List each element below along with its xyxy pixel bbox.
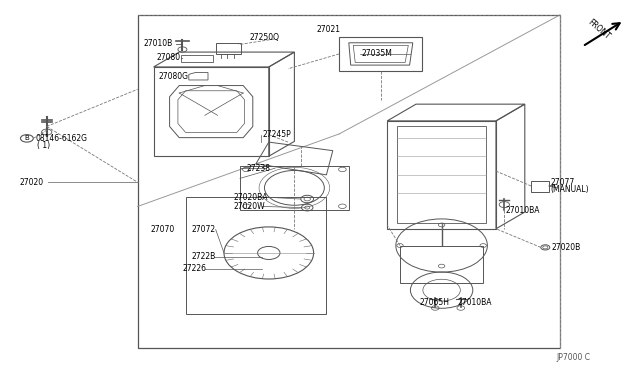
Bar [138, 15, 560, 348]
Text: 27072: 27072 [192, 225, 216, 234]
Bar [531, 181, 549, 192]
Text: 27035M: 27035M [362, 49, 392, 58]
Bar [216, 43, 241, 54]
Text: 27077: 27077 [550, 178, 575, 187]
Text: ( 1): ( 1) [37, 141, 51, 150]
Text: 27020: 27020 [19, 178, 44, 187]
Text: 27010BA: 27010BA [458, 298, 492, 307]
Text: 27245P: 27245P [262, 130, 291, 139]
Text: 2722B: 2722B [192, 252, 216, 261]
Text: 27020BA: 27020BA [234, 193, 268, 202]
Text: 27238: 27238 [246, 164, 270, 173]
Text: 27010BA: 27010BA [506, 206, 540, 215]
Text: 27070: 27070 [150, 225, 175, 234]
Circle shape [541, 245, 550, 250]
Bar [400, 246, 483, 283]
Text: JP7000 C: JP7000 C [557, 353, 591, 362]
Text: 27226: 27226 [182, 264, 206, 273]
Text: B: B [24, 135, 29, 141]
Text: (MANUAL): (MANUAL) [550, 185, 589, 194]
Text: 27065H: 27065H [419, 298, 449, 307]
Bar [339, 37, 422, 71]
Text: 27020W: 27020W [234, 202, 265, 211]
Text: 27021: 27021 [317, 25, 341, 34]
Text: FRONT: FRONT [586, 18, 611, 42]
Text: 27080G: 27080G [159, 72, 189, 81]
Bar [186, 197, 326, 314]
Bar [181, 55, 213, 62]
Text: 27010B: 27010B [144, 39, 173, 48]
Text: 27250Q: 27250Q [250, 33, 280, 42]
Text: 08146-6162G: 08146-6162G [35, 134, 87, 143]
Text: 27080: 27080 [157, 53, 181, 62]
Text: 27020B: 27020B [552, 243, 581, 252]
